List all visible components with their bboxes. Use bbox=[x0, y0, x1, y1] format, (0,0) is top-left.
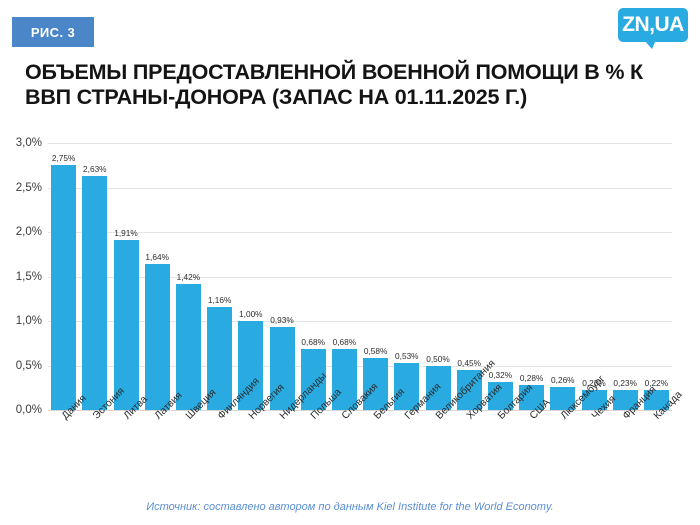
bar-value-label: 0,68% bbox=[332, 337, 357, 348]
bar-item[interactable]: 0,23% bbox=[612, 143, 638, 410]
bar[interactable] bbox=[487, 381, 513, 410]
bar[interactable] bbox=[113, 240, 139, 410]
gridline bbox=[48, 232, 672, 233]
page-header: РИС. 3 ZN,UA bbox=[0, 0, 700, 58]
bar[interactable] bbox=[238, 321, 264, 410]
bar-value-label: 0,50% bbox=[426, 353, 450, 364]
y-axis-tick: 1,5% bbox=[15, 270, 42, 283]
bar-item[interactable]: 0,32% bbox=[487, 143, 513, 410]
bar-value-label: 0,22% bbox=[644, 378, 669, 389]
bar-value-label: 1,00% bbox=[239, 309, 263, 319]
bar-value-label: 1,16% bbox=[207, 294, 232, 305]
bar-value-label: 0,53% bbox=[395, 350, 419, 361]
bar-item[interactable]: 0,93% bbox=[269, 143, 295, 410]
bar[interactable] bbox=[175, 283, 201, 410]
bar-value-label: 2,63% bbox=[83, 163, 107, 174]
y-axis-tick: 3,0% bbox=[15, 137, 42, 149]
bar-value-label: 0,23% bbox=[582, 377, 606, 388]
bar[interactable] bbox=[51, 165, 77, 410]
zn-ua-logo[interactable]: ZN,UA bbox=[618, 8, 688, 49]
bar-value-label: 2,75% bbox=[51, 153, 76, 164]
bar[interactable] bbox=[144, 264, 170, 410]
bar-item[interactable]: 2,75% bbox=[51, 143, 77, 410]
y-axis-tick: 1,0% bbox=[15, 315, 42, 327]
bar[interactable] bbox=[331, 349, 357, 410]
y-axis-tick: 0,5% bbox=[15, 359, 42, 372]
y-axis-tick-labels: 0,0% 0,5% 1,0% 1,5% 2,0% 2,5% 3,0% bbox=[0, 137, 42, 416]
bar-item[interactable]: 0,23% bbox=[581, 143, 607, 410]
bar-item[interactable]: 1,91% bbox=[113, 143, 139, 410]
bar-item[interactable]: 0,26% bbox=[550, 143, 576, 410]
bar-item[interactable]: 0,28% bbox=[519, 143, 545, 410]
bar-value-label: 1,42% bbox=[176, 271, 201, 282]
bar-item[interactable]: 0,50% bbox=[425, 143, 451, 410]
bar-item[interactable]: 1,64% bbox=[144, 143, 170, 410]
y-axis-tick: 2,0% bbox=[15, 226, 42, 238]
bar[interactable] bbox=[612, 389, 638, 410]
bar[interactable] bbox=[581, 389, 607, 410]
bar-value-label: 0,93% bbox=[270, 315, 294, 326]
y-axis-tick: 2,5% bbox=[15, 181, 42, 194]
source-note: Источник: составлено автором по данным K… bbox=[146, 501, 554, 513]
chart-area: 0,0% 0,5% 1,0% 1,5% 2,0% 2,5% 3,0% 2,75% 2,63% 1… bbox=[0, 132, 700, 422]
bar-item[interactable]: 0,68% bbox=[331, 143, 357, 410]
bar[interactable] bbox=[269, 327, 295, 410]
bar-item[interactable]: 0,58% bbox=[363, 143, 389, 410]
bar-value-label: 0,58% bbox=[363, 346, 388, 357]
gridline bbox=[48, 143, 672, 144]
gridline bbox=[48, 321, 672, 322]
bar-item[interactable]: 1,16% bbox=[207, 143, 233, 410]
bar-value-label: 0,26% bbox=[551, 374, 575, 385]
bar[interactable] bbox=[300, 349, 326, 410]
bar-item[interactable]: 0,22% bbox=[643, 143, 669, 410]
logo-text: ZN,UA bbox=[622, 13, 684, 36]
bar-value-label: 0,28% bbox=[519, 373, 544, 384]
bar-value-label: 1,91% bbox=[114, 228, 138, 239]
gridline bbox=[48, 365, 672, 367]
bar[interactable] bbox=[207, 306, 233, 410]
plot-area: 2,75% 2,63% 1,91% 1,64% 1,42% 1,16% 1,00% 0,93%… bbox=[48, 143, 672, 411]
bar-value-label: 0,45% bbox=[457, 357, 481, 368]
chart-title: ОБЪЕМЫ ПРЕДОСТАВЛЕННОЙ ВОЕННОЙ ПОМОЩИ В … bbox=[25, 60, 643, 110]
y-axis-tick: 0,0% bbox=[15, 404, 42, 416]
bar-item[interactable]: 0,45% bbox=[456, 143, 482, 410]
bar-item[interactable]: 0,53% bbox=[394, 143, 420, 410]
bar-value-label: 0,68% bbox=[301, 337, 325, 348]
x-axis-category-labels: Дания Эстония Литва Латвия Швеция Финляндия Но… bbox=[48, 358, 685, 494]
bar[interactable] bbox=[425, 365, 451, 410]
logo-bubble-shape bbox=[618, 8, 688, 42]
bar-item[interactable]: 0,68% bbox=[300, 143, 326, 410]
bar-series: 2,75% 2,63% 1,91% 1,64% 1,42% 1,16% 1,00% 0,93%… bbox=[48, 143, 672, 410]
gridline bbox=[48, 410, 672, 411]
gridline bbox=[48, 276, 672, 278]
bar[interactable] bbox=[519, 385, 545, 410]
bar-item[interactable]: 2,63% bbox=[82, 143, 108, 410]
bar[interactable] bbox=[643, 390, 669, 410]
bar[interactable] bbox=[82, 175, 108, 410]
figure-number-badge: РИС. 3 bbox=[12, 17, 94, 47]
bar[interactable] bbox=[456, 369, 482, 410]
logo-bubble-tail bbox=[644, 40, 656, 49]
gridline bbox=[48, 187, 672, 189]
bar-item[interactable]: 1,42% bbox=[175, 143, 201, 410]
bar-value-label: 0,23% bbox=[613, 377, 637, 388]
bar-value-label: 1,64% bbox=[145, 252, 169, 263]
bar[interactable] bbox=[394, 362, 420, 410]
bar[interactable] bbox=[550, 386, 576, 410]
bar-item[interactable]: 1,00% bbox=[238, 143, 264, 410]
bar-value-label: 0,32% bbox=[488, 369, 513, 380]
bar[interactable] bbox=[363, 358, 389, 410]
